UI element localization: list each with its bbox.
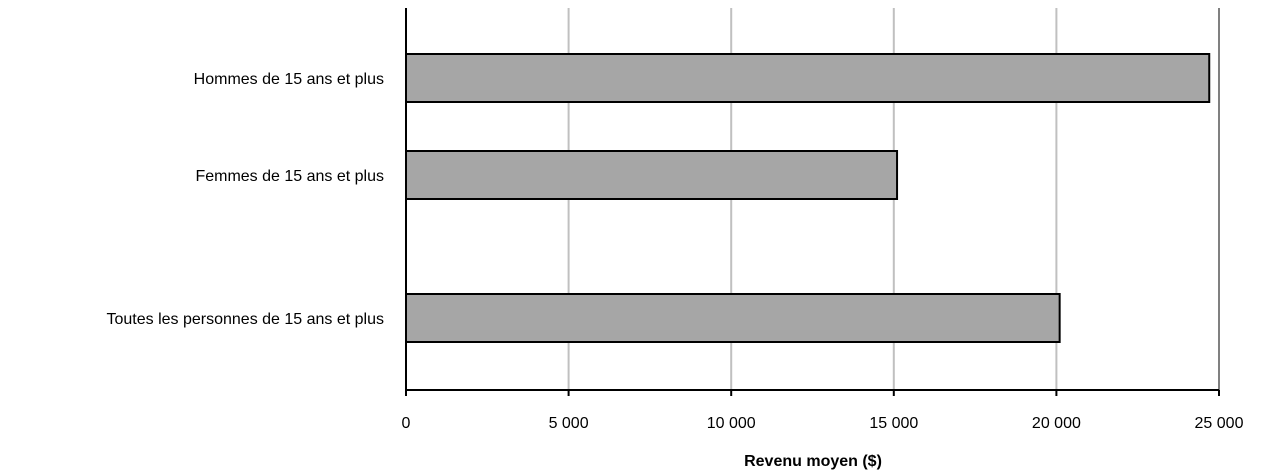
x-tick-label: 0	[402, 415, 411, 432]
bar	[405, 150, 899, 200]
category-label: Femmes de 15 ans et plus	[195, 168, 384, 185]
x-tick-label: 10 000	[707, 415, 756, 432]
bar	[405, 53, 1211, 103]
category-label: Hommes de 15 ans et plus	[194, 71, 384, 88]
x-tick-label: 15 000	[869, 415, 918, 432]
category-label: Toutes les personnes de 15 ans et plus	[106, 311, 384, 328]
bars	[405, 53, 1211, 343]
x-tick-label: 5 000	[549, 415, 589, 432]
category-labels: Hommes de 15 ans et plus Femmes de 15 ans…	[106, 71, 384, 328]
bar	[405, 293, 1061, 343]
x-axis-ticks: 0 5 000 10 000 15 000 20 000 25 000	[402, 390, 1244, 432]
x-tick-label: 25 000	[1195, 415, 1244, 432]
axes	[405, 8, 1219, 391]
x-axis-title: Revenu moyen ($)	[744, 453, 882, 470]
x-tick-label: 20 000	[1032, 415, 1081, 432]
